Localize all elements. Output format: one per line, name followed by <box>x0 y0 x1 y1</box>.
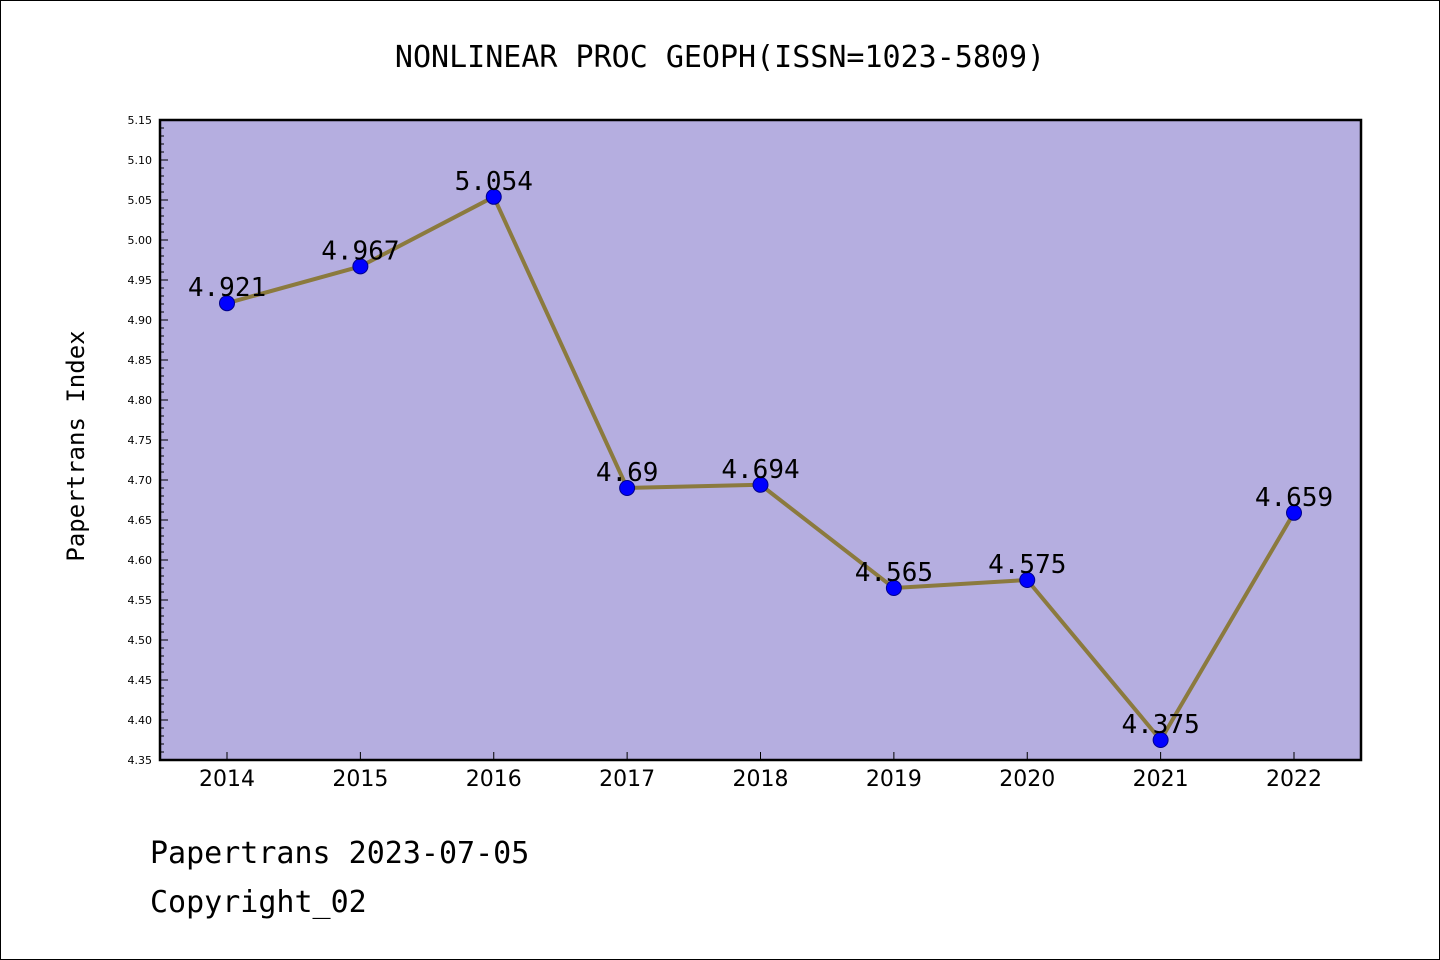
plot-area <box>160 120 1361 760</box>
data-point-marker <box>752 476 769 493</box>
y-tick-label: 4.90 <box>128 314 153 327</box>
y-tick-label: 4.50 <box>128 634 153 647</box>
x-tick-label: 2017 <box>599 767 655 792</box>
y-tick-label: 5.00 <box>128 234 153 247</box>
footer-copyright: Copyright_02 <box>150 885 367 920</box>
data-point-marker <box>1019 572 1036 588</box>
data-point-marker <box>485 188 502 205</box>
data-label: 4.921 <box>188 273 266 303</box>
y-tick-label: 4.75 <box>128 434 153 447</box>
x-tick-label: 2019 <box>866 767 922 792</box>
data-point-marker <box>885 580 902 596</box>
y-tick-label: 4.80 <box>128 394 153 407</box>
data-point-marker <box>619 480 636 496</box>
data-point-marker <box>1286 504 1302 521</box>
y-tick-label: 4.45 <box>128 674 153 687</box>
y-tick-label: 5.05 <box>128 194 153 207</box>
footer-date: Papertrans 2023-07-05 <box>150 836 530 871</box>
data-point-marker <box>352 258 369 275</box>
y-axis-label: Papertrans Index <box>62 330 90 561</box>
data-point-marker <box>219 295 235 312</box>
y-tick-label: 4.60 <box>128 554 153 567</box>
data-label: 4.375 <box>1121 710 1199 740</box>
data-label: 4.659 <box>1255 483 1333 513</box>
x-tick-label: 2020 <box>999 767 1055 792</box>
x-tick-label: 2018 <box>733 767 789 792</box>
x-tick-label: 2021 <box>1133 767 1189 792</box>
data-label: 4.694 <box>721 455 799 485</box>
y-tick-label: 4.85 <box>128 354 153 367</box>
data-label: 5.054 <box>455 167 533 197</box>
data-markers <box>219 188 1302 748</box>
y-tick-label: 4.95 <box>128 274 153 287</box>
data-label: 4.967 <box>321 236 399 266</box>
data-label: 4.565 <box>855 558 933 588</box>
y-tick-label: 4.35 <box>128 754 153 767</box>
data-point-marker <box>1152 732 1169 748</box>
y-tick-label: 4.40 <box>128 714 153 727</box>
data-label: 4.575 <box>988 550 1066 580</box>
x-tick-label: 2016 <box>466 767 522 792</box>
axis-ticks: 4.35 4.40 4.45 4.50 4.55 4.60 4.65 4.70 4.75 4.80… <box>128 114 1323 792</box>
chart-title: NONLINEAR PROC GEOPH(ISSN=1023-5809) <box>395 40 1045 75</box>
data-label: 4.69 <box>596 458 659 488</box>
data-labels: 4.921 4.967 5.054 4.69 4.694 4.565 4.575 4.375 4… <box>188 167 1333 740</box>
x-tick-label: 2015 <box>332 767 388 792</box>
y-tick-label: 4.70 <box>128 474 153 487</box>
y-tick-label: 4.65 <box>128 514 153 527</box>
y-tick-label: 5.10 <box>128 154 153 167</box>
y-tick-label: 4.55 <box>128 594 153 607</box>
x-tick-label: 2022 <box>1266 767 1322 792</box>
x-tick-label: 2014 <box>199 767 255 792</box>
y-tick-label: 5.15 <box>128 114 153 127</box>
plot-border <box>158 118 1363 762</box>
